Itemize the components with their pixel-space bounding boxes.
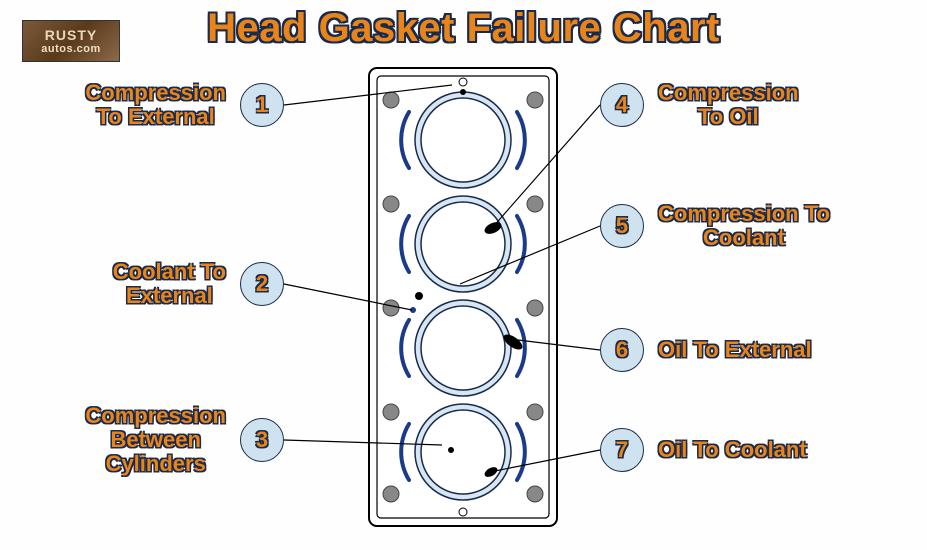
callout-6: 6 Oil To External (600, 328, 812, 372)
callout-text-7: Oil To Coolant (658, 438, 807, 462)
callout-text-4: CompressionTo Oil (658, 81, 799, 129)
callout-text-5: Compression ToCoolant (658, 202, 830, 250)
callout-7: 7 Oil To Coolant (600, 428, 807, 472)
callout-4: 4 CompressionTo Oil (600, 81, 799, 129)
gasket-diagram (363, 62, 563, 532)
badge-3: 3 (240, 418, 284, 462)
callout-text-6: Oil To External (658, 338, 812, 362)
badge-5: 5 (600, 204, 644, 248)
callout-5: 5 Compression ToCoolant (600, 202, 830, 250)
callout-2: 2 Coolant ToExternal (113, 260, 284, 308)
callout-1: 1 CompressionTo External (85, 81, 284, 129)
badge-6: 6 (600, 328, 644, 372)
chart-title: Head Gasket Failure Chart (0, 6, 927, 51)
callout-text-2: Coolant ToExternal (113, 260, 226, 308)
badge-7: 7 (600, 428, 644, 472)
callout-3: 3 CompressionBetweenCylinders (85, 404, 284, 476)
badge-1: 1 (240, 83, 284, 127)
badge-2: 2 (240, 262, 284, 306)
callout-text-3: CompressionBetweenCylinders (85, 404, 226, 477)
badge-4: 4 (600, 83, 644, 127)
callout-text-1: CompressionTo External (85, 81, 226, 129)
